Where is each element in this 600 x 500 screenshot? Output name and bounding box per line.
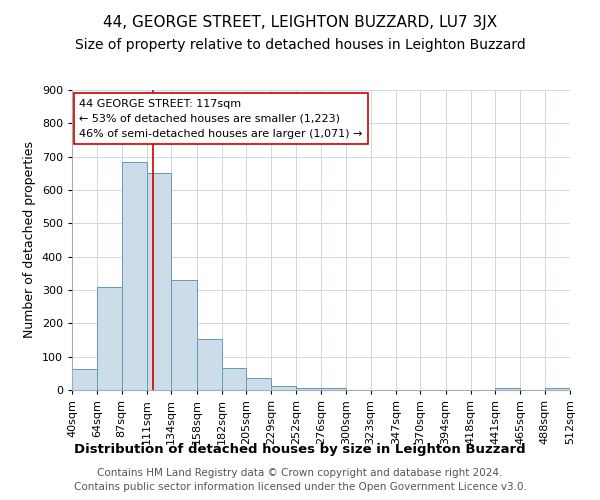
Text: Contains HM Land Registry data © Crown copyright and database right 2024.: Contains HM Land Registry data © Crown c… (97, 468, 503, 477)
Bar (197, 340, 222, 390)
Bar (296, 388, 321, 390)
Bar (545, 388, 570, 390)
Bar (321, 388, 346, 390)
Bar (246, 378, 271, 390)
Text: 44, GEORGE STREET, LEIGHTON BUZZARD, LU7 3JX: 44, GEORGE STREET, LEIGHTON BUZZARD, LU7… (103, 15, 497, 30)
Bar (122, 162, 147, 390)
Bar (495, 388, 520, 390)
Bar (171, 280, 197, 390)
Text: Distribution of detached houses by size in Leighton Buzzard: Distribution of detached houses by size … (74, 442, 526, 456)
Bar (271, 386, 296, 390)
Bar (222, 368, 246, 390)
Text: Size of property relative to detached houses in Leighton Buzzard: Size of property relative to detached ho… (74, 38, 526, 52)
Text: Contains public sector information licensed under the Open Government Licence v3: Contains public sector information licen… (74, 482, 526, 492)
Text: 44 GEORGE STREET: 117sqm
← 53% of detached houses are smaller (1,223)
46% of sem: 44 GEORGE STREET: 117sqm ← 53% of detach… (79, 99, 363, 138)
Bar (147, 174, 171, 390)
Y-axis label: Number of detached properties: Number of detached properties (23, 142, 36, 338)
Bar (72, 369, 97, 390)
Bar (97, 286, 122, 390)
